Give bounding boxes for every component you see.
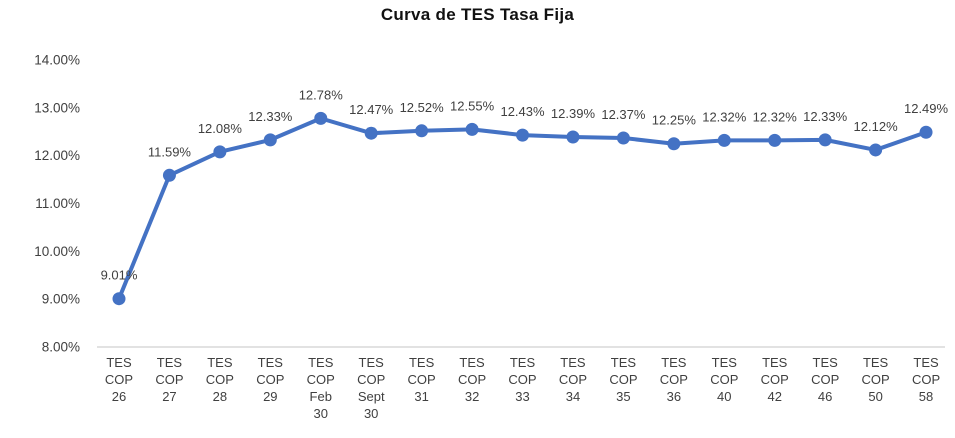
x-axis-category-label: COP (862, 372, 890, 387)
x-axis-category-label: COP (761, 372, 789, 387)
x-axis-category-label: COP (458, 372, 486, 387)
x-axis-category-label: COP (105, 372, 133, 387)
x-axis-category-label: TES (913, 355, 939, 370)
x-axis-category-label: COP (811, 372, 839, 387)
data-point-marker (263, 133, 277, 147)
x-axis-category-label: COP (307, 372, 335, 387)
x-axis-category-label: COP (710, 372, 738, 387)
data-point-marker (516, 128, 530, 142)
x-axis-category-label: 50 (868, 389, 882, 404)
data-point-marker (465, 122, 479, 136)
x-axis-category-label: 28 (213, 389, 227, 404)
x-axis-category-label: TES (258, 355, 284, 370)
x-axis-category-label: TES (106, 355, 132, 370)
x-axis-category-label: TES (308, 355, 334, 370)
data-point-label: 12.49% (904, 101, 949, 116)
x-axis-category-label: COP (155, 372, 183, 387)
x-axis-category-label: TES (409, 355, 435, 370)
y-axis-tick-label: 12.00% (34, 148, 80, 163)
x-axis-category-label: 30 (364, 406, 378, 421)
data-point-label: 12.55% (450, 98, 495, 113)
data-point-marker (364, 126, 378, 140)
x-axis-category-label: 35 (616, 389, 630, 404)
x-axis-category-label: 32 (465, 389, 479, 404)
x-axis-category-label: TES (813, 355, 839, 370)
x-axis-category-label: TES (863, 355, 889, 370)
x-axis-category-label: TES (157, 355, 183, 370)
data-point-label: 12.32% (702, 109, 747, 124)
x-axis-category-label: 30 (314, 406, 328, 421)
x-axis-category-label: 27 (162, 389, 176, 404)
x-axis-category-label: 58 (919, 389, 933, 404)
data-point-label: 12.52% (400, 100, 445, 115)
data-point-label: 12.37% (601, 107, 646, 122)
data-point-label: 12.47% (349, 102, 394, 117)
data-point-marker (717, 133, 731, 147)
x-axis-category-label: 29 (263, 389, 277, 404)
x-axis-category-label: 26 (112, 389, 126, 404)
x-axis-category-label: 34 (566, 389, 580, 404)
x-axis-category-label: COP (408, 372, 436, 387)
x-axis-category-label: TES (762, 355, 788, 370)
data-point-label: 12.43% (500, 104, 545, 119)
y-axis-tick-label: 14.00% (34, 53, 80, 68)
x-axis-category-label: 31 (414, 389, 428, 404)
data-point-label: 12.32% (753, 109, 798, 124)
x-axis-category-label: Sept (358, 389, 385, 404)
y-axis-tick-label: 10.00% (34, 244, 80, 259)
x-axis-category-label: Feb (310, 389, 332, 404)
data-point-marker (616, 131, 630, 145)
data-point-label: 12.33% (248, 109, 293, 124)
data-point-label: 12.78% (299, 87, 344, 102)
x-axis-category-label: TES (611, 355, 637, 370)
y-axis-tick-label: 9.00% (42, 292, 80, 307)
y-axis-tick-label: 8.00% (42, 340, 80, 355)
data-point-marker (112, 292, 126, 306)
x-axis-category-label: TES (560, 355, 586, 370)
data-point-label: 12.12% (854, 119, 899, 134)
x-axis-category-label: TES (359, 355, 385, 370)
x-axis-category-label: COP (912, 372, 940, 387)
x-axis-category-label: COP (559, 372, 587, 387)
x-axis-category-label: 33 (515, 389, 529, 404)
data-point-label: 12.33% (803, 109, 848, 124)
series-line (117, 116, 929, 301)
data-point-marker (162, 168, 176, 182)
chart-title: Curva de TES Tasa Fija (380, 5, 575, 24)
data-point-label: 9.01% (101, 268, 138, 283)
data-point-marker (869, 143, 883, 157)
x-axis-category-label: COP (508, 372, 536, 387)
x-axis-category-label: 40 (717, 389, 731, 404)
data-point-label: 12.39% (551, 106, 596, 121)
data-point-marker (314, 111, 328, 125)
x-axis-category-label: 42 (767, 389, 781, 404)
x-axis-category-label: TES (510, 355, 536, 370)
x-axis-category-label: TES (459, 355, 485, 370)
x-axis-category-label: TES (712, 355, 738, 370)
x-axis-category-label: COP (206, 372, 234, 387)
data-point-marker (667, 137, 681, 151)
data-point-marker (415, 124, 429, 138)
data-point-label: 12.25% (652, 113, 697, 128)
x-axis-category-label: TES (207, 355, 233, 370)
data-point-marker (818, 133, 832, 147)
data-point-label: 11.59% (148, 144, 192, 159)
y-axis-tick-label: 11.00% (35, 196, 80, 211)
x-axis-category-label: COP (660, 372, 688, 387)
x-axis-category-label: COP (256, 372, 284, 387)
data-point-marker (768, 133, 782, 147)
data-point-marker (566, 130, 580, 144)
x-axis-category-label: 36 (667, 389, 681, 404)
data-point-label: 12.08% (198, 121, 243, 136)
y-axis-tick-label: 13.00% (34, 100, 80, 115)
x-axis-category-label: COP (357, 372, 385, 387)
x-axis-category-label: 46 (818, 389, 832, 404)
x-axis-category-label: COP (609, 372, 637, 387)
data-point-marker (919, 125, 933, 139)
data-point-marker (213, 145, 227, 159)
x-axis-category-label: TES (661, 355, 687, 370)
